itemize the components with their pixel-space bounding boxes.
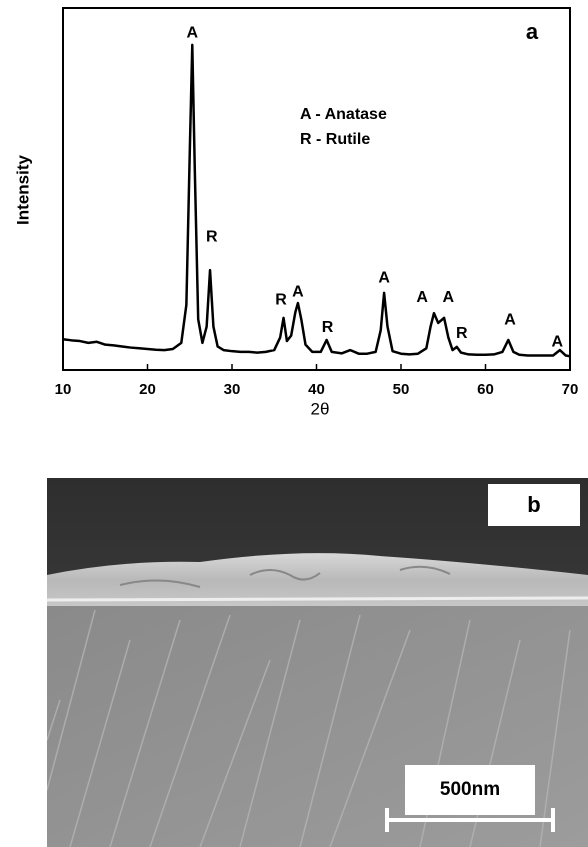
peak-label: R [456, 325, 468, 342]
peak-label: R [322, 319, 334, 336]
y-axis-label: Intensity [13, 155, 32, 225]
x-tick-label: 30 [224, 381, 241, 398]
peak-label: A [292, 283, 304, 300]
x-tick-label: 20 [139, 381, 156, 398]
plot-frame [62, 7, 571, 371]
scale-bar-box [405, 765, 535, 815]
xrd-line [62, 43, 571, 358]
panel-label: b [527, 492, 540, 517]
scale-bar-label: 500nm [440, 779, 500, 800]
sem-image [47, 478, 588, 847]
x-tick-label: 70 [562, 381, 579, 398]
panel-label: a [526, 19, 539, 44]
x-tick-label: 40 [308, 381, 325, 398]
peak-label: A [504, 311, 516, 328]
peak-label: A [416, 289, 428, 306]
peak-label: R [206, 228, 218, 245]
x-tick-label: 10 [55, 381, 72, 398]
x-tick-label: 60 [477, 381, 494, 398]
legend-note: R - Rutile [300, 131, 370, 148]
peak-label: A [552, 333, 564, 350]
panel-label-box [488, 484, 580, 526]
peak-label: R [275, 291, 287, 308]
scale-bar [385, 808, 555, 832]
x-axis-label: 2θ [311, 399, 330, 418]
peak-label: A [443, 289, 455, 306]
x-tick-label: 50 [393, 381, 410, 398]
legend-note: A - Anatase [300, 106, 387, 123]
peak-label: A [187, 25, 199, 42]
peak-label: A [378, 269, 390, 286]
